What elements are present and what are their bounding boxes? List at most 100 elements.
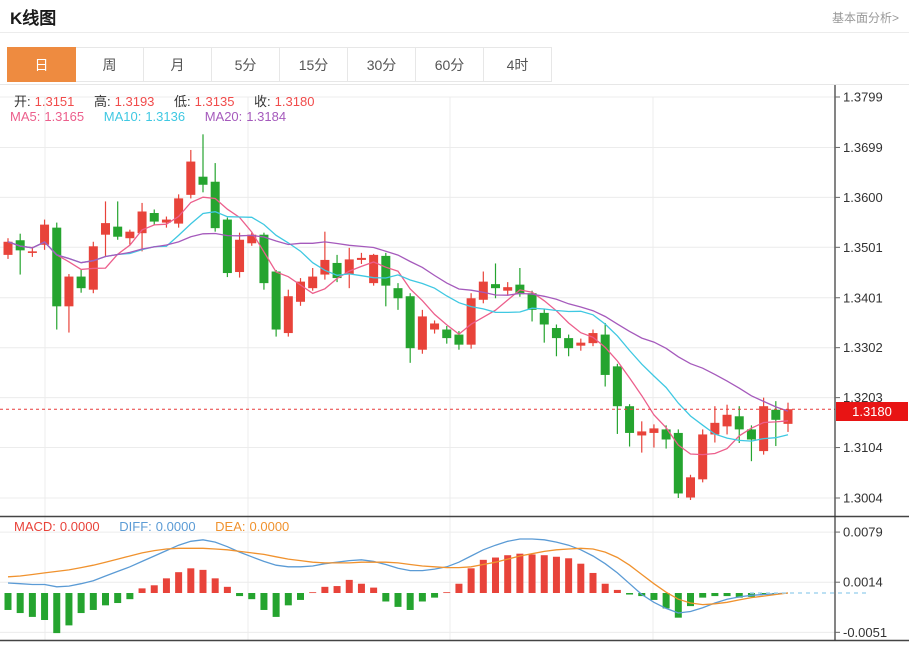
candle-body — [125, 231, 135, 239]
tab-month[interactable]: 月 — [143, 47, 212, 82]
macd-bar — [443, 592, 451, 594]
candle-body — [491, 284, 500, 289]
candle-body — [722, 414, 732, 427]
macd-tick-label: 0.0079 — [843, 525, 883, 540]
macd-bar — [297, 593, 304, 600]
candle-body — [551, 328, 561, 339]
candle-body — [746, 429, 756, 440]
macd-bar — [162, 578, 170, 593]
candle-body — [698, 434, 708, 480]
candle-body — [466, 298, 476, 345]
macd-bar — [211, 578, 219, 593]
macd-bar — [613, 589, 621, 593]
macd-bar — [321, 586, 329, 593]
candle-body — [503, 287, 513, 291]
macd-bar — [114, 593, 122, 604]
candle-body — [296, 281, 305, 302]
ma10-line — [7, 211, 789, 442]
candle-body — [686, 477, 695, 498]
tab-day[interactable]: 日 — [7, 47, 76, 82]
candle-body — [442, 329, 452, 339]
macd-bar — [126, 593, 134, 600]
tab-30min[interactable]: 30分 — [347, 47, 416, 82]
candle-body — [600, 334, 610, 375]
tab-5min[interactable]: 5分 — [211, 47, 280, 82]
fundamental-analysis-link[interactable]: 基本面分析> — [831, 11, 899, 25]
macd-bar — [382, 593, 390, 602]
macd-tick-label: 0.0014 — [843, 575, 883, 590]
macd-bar — [187, 568, 195, 593]
candle-body — [783, 409, 793, 424]
macd-bar — [528, 554, 536, 593]
macd-bar — [345, 579, 353, 593]
macd-bar — [260, 593, 268, 610]
ma20-line — [7, 232, 789, 412]
candle-body — [113, 226, 123, 237]
macd-bar — [687, 593, 694, 607]
candle-body — [405, 296, 415, 349]
macd-bar — [492, 557, 499, 593]
candle-body — [247, 234, 257, 244]
macd-bar — [150, 585, 158, 593]
macd-bar — [65, 593, 73, 626]
candle-body — [478, 281, 488, 300]
price-tick-label: 1.3203 — [843, 390, 883, 405]
dea-line — [7, 547, 789, 606]
page-title: K线图 — [10, 9, 57, 28]
macd-bar — [723, 593, 731, 597]
candle-body — [625, 406, 635, 433]
price-tick-label: 1.3600 — [843, 190, 883, 205]
price-tick-label: 1.3799 — [843, 90, 883, 105]
price-tick-label: 1.3004 — [843, 491, 883, 506]
macd-bar — [357, 583, 365, 593]
macd-bar — [540, 555, 548, 593]
macd-bar — [370, 587, 378, 593]
candle-body — [320, 259, 330, 275]
candle-body — [527, 293, 537, 310]
macd-bar — [4, 593, 12, 610]
candle-body — [381, 255, 391, 286]
candle-body — [344, 259, 354, 275]
kline-chart-svg[interactable]: 1.3799 1.3699 1.3600 1.3501 1.3401 1.3302 1.32… — [0, 85, 909, 646]
macd-bar — [284, 593, 292, 606]
candle-body — [40, 224, 50, 245]
price-tick-label: 1.3401 — [843, 290, 883, 305]
candle-body — [27, 251, 37, 253]
macd-bar — [455, 583, 463, 593]
macd-bar — [28, 593, 36, 617]
tabbar-baseline — [0, 84, 909, 85]
candle-body — [710, 422, 720, 435]
candle-body — [222, 219, 232, 274]
ma5-line — [7, 196, 789, 456]
candle-body — [3, 241, 13, 255]
candle-body — [369, 254, 379, 284]
macd-bar — [552, 556, 560, 593]
macd-bar — [272, 593, 280, 617]
tab-week[interactable]: 周 — [75, 47, 144, 82]
candle-body — [161, 219, 171, 223]
candle-body — [539, 312, 549, 325]
kline-chart-canvas[interactable]: 1.3799 1.3699 1.3600 1.3501 1.3401 1.3302 1.32… — [0, 85, 909, 646]
candle-body — [137, 211, 147, 234]
macd-bar — [102, 593, 109, 606]
price-tick-label: 1.3501 — [843, 240, 883, 255]
candle-body — [564, 338, 574, 349]
macd-bar — [626, 593, 634, 595]
tab-4hour[interactable]: 4时 — [483, 47, 552, 82]
candle-body — [308, 276, 318, 289]
macd-bar — [516, 553, 524, 593]
candle-body — [417, 316, 427, 350]
tab-60min[interactable]: 60分 — [415, 47, 484, 82]
candle-body — [661, 429, 671, 440]
candle-body — [259, 234, 269, 284]
candle-body — [393, 288, 403, 299]
candle-body — [235, 239, 245, 273]
tab-15min[interactable]: 15分 — [279, 47, 348, 82]
macd-bar — [16, 593, 24, 614]
candle-body — [612, 366, 622, 407]
price-tick-label: 1.3104 — [843, 440, 883, 455]
macd-bar — [467, 568, 475, 593]
macd-bar — [711, 593, 719, 597]
candle-body — [454, 334, 464, 345]
candle-body — [15, 240, 25, 251]
